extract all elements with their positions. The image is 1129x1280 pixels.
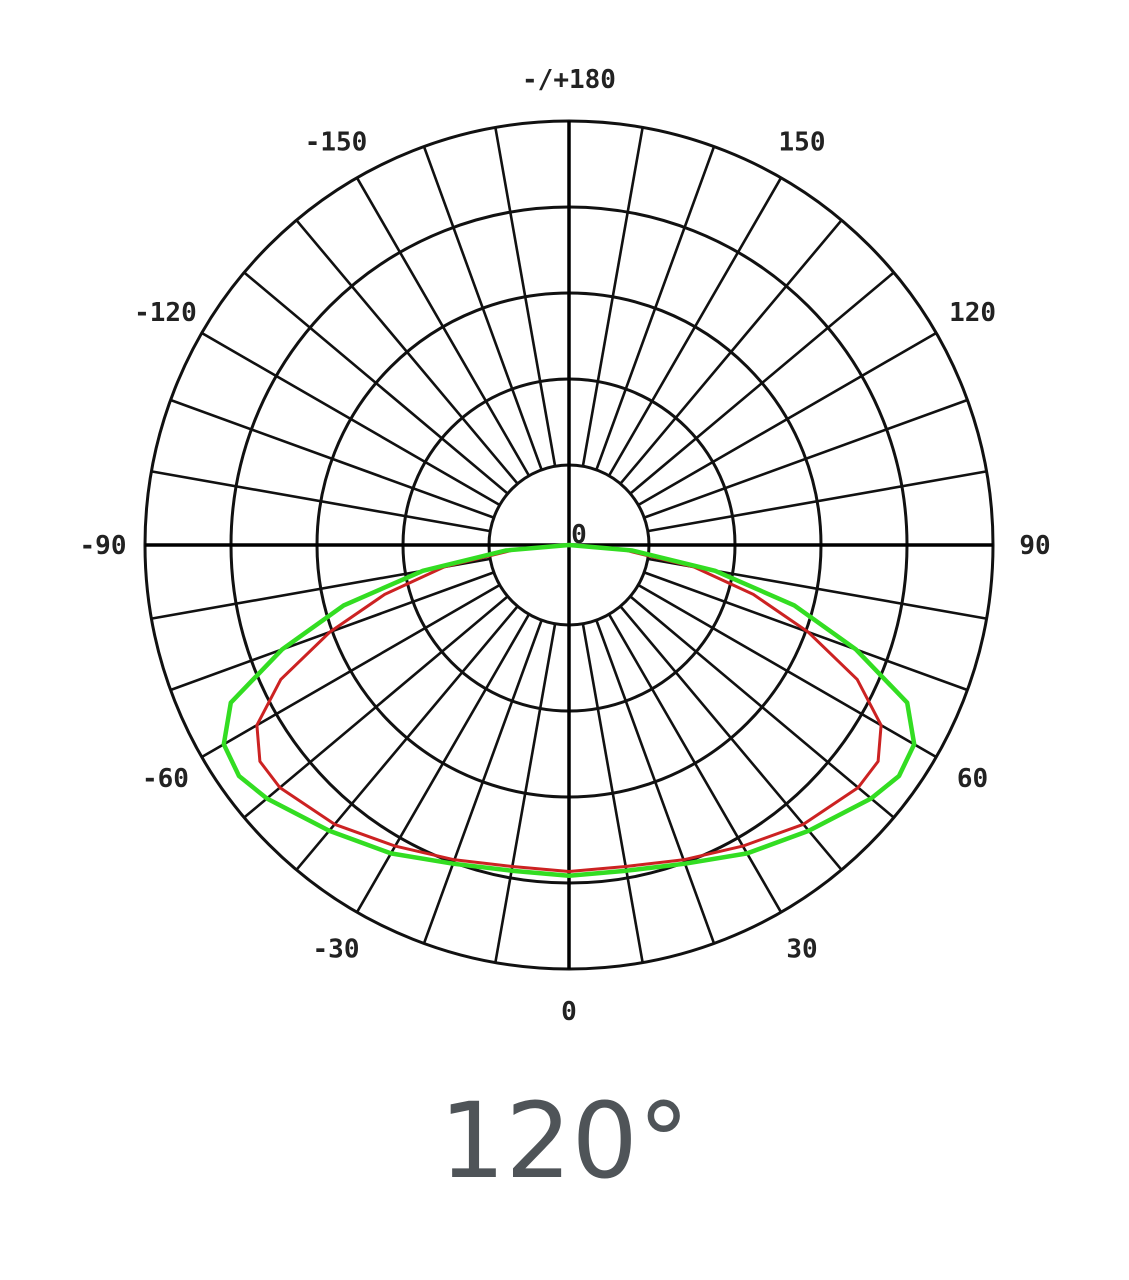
angle-tick-label: -150 <box>305 127 368 157</box>
spoke-160 <box>595 146 716 471</box>
spoke-320 <box>295 605 519 871</box>
angle-tick-label: 60 <box>957 764 988 794</box>
spoke-60 <box>637 583 937 759</box>
spoke-230 <box>243 271 509 495</box>
spoke-30 <box>607 613 783 913</box>
spoke-310 <box>243 595 509 819</box>
series-group <box>221 542 917 878</box>
angle-labels: 0 30 60 90 120 150 -/+180 -150 -120 -90 -60 -30 0 <box>80 65 1051 1027</box>
spoke-40 <box>619 605 843 871</box>
spoke-330 <box>355 613 531 913</box>
angle-tick-label: 0 <box>561 997 577 1027</box>
angle-tick-label: -60 <box>142 764 189 794</box>
spoke-240 <box>201 331 501 507</box>
center-label: 0 <box>571 520 587 550</box>
spoke-50 <box>629 595 895 819</box>
spoke-170 <box>581 127 644 467</box>
spoke-220 <box>295 219 519 485</box>
spoke-200 <box>422 146 543 471</box>
series-0-curve <box>255 543 883 873</box>
spoke-190 <box>494 127 557 467</box>
beam-angle-caption: 120° <box>439 1080 690 1202</box>
spoke-210 <box>355 177 531 477</box>
spoke-10 <box>581 623 644 963</box>
angle-tick-label: 90 <box>1019 531 1050 561</box>
spoke-300 <box>201 583 501 759</box>
angle-tick-label: 120 <box>949 298 996 328</box>
spoke-350 <box>494 623 557 963</box>
spoke-100 <box>647 470 987 533</box>
angle-tick-label: -120 <box>134 298 197 328</box>
series-1-curve <box>221 542 917 878</box>
angle-tick-label: 150 <box>779 127 826 157</box>
angle-tick-label: -90 <box>80 531 127 561</box>
angle-tick-label: 30 <box>786 935 817 965</box>
spoke-110 <box>643 398 968 519</box>
spoke-150 <box>607 177 783 477</box>
angle-tick-label: -/+180 <box>522 65 616 95</box>
spoke-140 <box>619 219 843 485</box>
spoke-250 <box>170 398 495 519</box>
angle-tick-label: -30 <box>313 935 360 965</box>
spoke-20 <box>595 619 716 944</box>
spoke-130 <box>629 271 895 495</box>
spoke-340 <box>422 619 543 944</box>
spoke-120 <box>637 331 937 507</box>
spoke-260 <box>151 470 491 533</box>
